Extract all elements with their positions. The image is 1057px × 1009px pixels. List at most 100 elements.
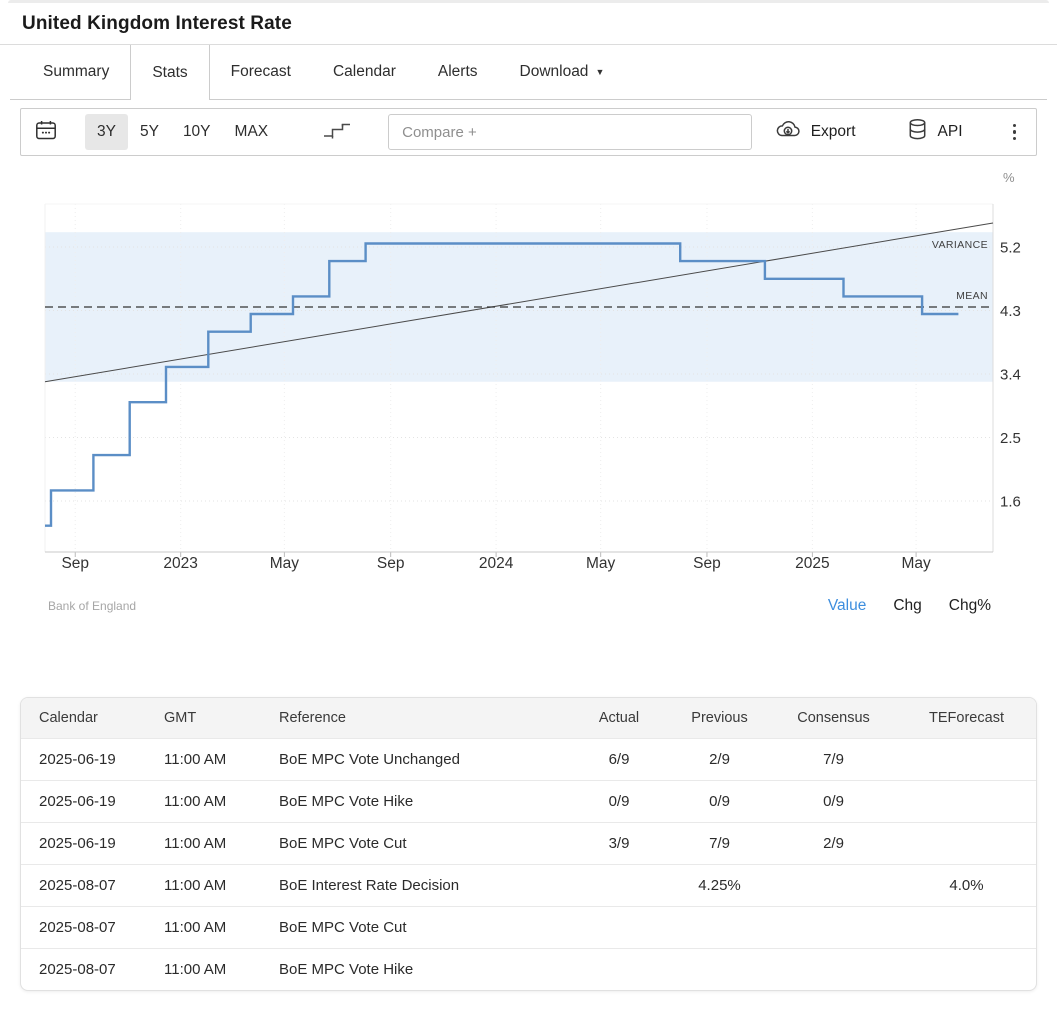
cell-previous — [667, 906, 772, 949]
y-axis-tick-label: 1.6 — [1000, 494, 1021, 511]
mean-label: MEAN — [956, 290, 988, 302]
toolbar-right-group: Export API — [769, 117, 1022, 147]
y-axis-tick-label: 3.4 — [1000, 367, 1021, 384]
tab-label: Alerts — [437, 63, 478, 80]
chart-area: VARIANCE MEAN 5.2 4.3 3.4 2.5 1.6% Sep 2023 May Se… — [0, 164, 1057, 615]
table-row[interactable]: 2025-08-07 11:00 AM BoE MPC Vote Cut — [21, 906, 1036, 949]
date-range-calendar-button[interactable] — [34, 119, 58, 145]
table-body: 2025-06-19 11:00 AM BoE MPC Vote Unchanged… — [21, 738, 1036, 990]
column-header-gmt: GMT — [146, 698, 261, 739]
x-axis-tick-label: Sep — [61, 555, 89, 572]
tab-summary[interactable]: Summary — [22, 45, 130, 99]
range-button-10y[interactable]: 10Y — [171, 114, 223, 150]
x-axis-tick-label: 2023 — [163, 555, 197, 572]
tab-label: Stats — [152, 63, 188, 81]
api-button[interactable]: API — [900, 117, 969, 147]
export-label: Export — [810, 123, 856, 140]
cell-teforecast — [895, 948, 1036, 990]
cell-teforecast — [895, 906, 1036, 949]
column-header-actual: Actual — [571, 698, 667, 739]
cell-calendar: 2025-08-07 — [21, 948, 146, 990]
table-row[interactable]: 2025-06-19 11:00 AM BoE MPC Vote Hike 0/9 0/… — [21, 780, 1036, 823]
cell-teforecast — [895, 780, 1036, 823]
x-axis-tick-label: 2025 — [795, 555, 829, 572]
cell-consensus — [772, 864, 895, 907]
step-line-series — [45, 242, 959, 527]
cell-teforecast: 4.0% — [895, 864, 1036, 907]
column-header-previous: Previous — [667, 698, 772, 739]
column-header-teforecast: TEForecast — [895, 698, 1036, 739]
cell-calendar: 2025-08-07 — [21, 864, 146, 907]
y-axis-unit-label: % — [1003, 170, 1015, 185]
range-button-3y[interactable]: 3Y — [85, 114, 128, 150]
cell-reference: BoE MPC Vote Cut — [261, 906, 571, 949]
series-mode-link-chgpct[interactable]: Chg% — [948, 597, 991, 614]
cell-reference: BoE MPC Vote Hike — [261, 780, 571, 823]
page-title: United Kingdom Interest Rate — [22, 13, 292, 34]
chart-type-button[interactable] — [322, 122, 352, 142]
cell-calendar: 2025-06-19 — [21, 822, 146, 865]
table-row[interactable]: 2025-06-19 11:00 AM BoE MPC Vote Unchanged… — [21, 738, 1036, 781]
tab-label: Summary — [43, 63, 110, 80]
cell-reference: BoE MPC Vote Unchanged — [261, 738, 571, 781]
series-mode-links: Value Chg Chg% — [828, 597, 991, 615]
tab-stats[interactable]: Stats — [130, 45, 210, 100]
cell-actual — [571, 906, 667, 949]
cell-actual — [571, 864, 667, 907]
cell-previous: 4.25% — [667, 864, 772, 907]
cell-consensus — [772, 948, 895, 990]
series-mode-link-chg[interactable]: Chg — [893, 597, 922, 614]
cell-actual: 0/9 — [571, 780, 667, 823]
cell-previous: 7/9 — [667, 822, 772, 865]
step-line-icon — [322, 122, 352, 142]
export-button[interactable]: Export — [769, 118, 862, 146]
x-axis-tick-label: Sep — [693, 555, 721, 572]
x-axis-tick-label: May — [901, 555, 931, 572]
tab-bar: Summary Stats Forecast Calendar Alerts Downlo… — [10, 45, 1047, 100]
cell-actual: 3/9 — [571, 822, 667, 865]
cell-consensus — [772, 906, 895, 949]
interest-rate-chart[interactable]: VARIANCE MEAN 5.2 4.3 3.4 2.5 1.6% Sep 2023 May Se… — [0, 164, 1057, 584]
cell-reference: BoE MPC Vote Hike — [261, 948, 571, 990]
cell-reference: BoE Interest Rate Decision — [261, 864, 571, 907]
variance-label: VARIANCE — [932, 239, 988, 251]
cell-calendar: 2025-06-19 — [21, 780, 146, 823]
chevron-down-icon: ▼ — [595, 66, 605, 77]
cell-gmt: 11:00 AM — [146, 738, 261, 781]
cell-consensus: 7/9 — [772, 738, 895, 781]
tab-download[interactable]: Download ▼ — [499, 45, 626, 99]
cloud-download-icon — [775, 119, 802, 145]
range-selector: 3Y 5Y 10Y MAX — [85, 114, 280, 150]
chart-plot-area[interactable] — [45, 204, 993, 552]
database-icon — [906, 118, 929, 146]
kebab-menu-icon[interactable] — [1007, 120, 1023, 145]
column-header-calendar: Calendar — [21, 698, 146, 739]
y-axis-tick-label: 5.2 — [1000, 240, 1021, 257]
x-axis-tick-label: May — [586, 555, 616, 572]
compare-input[interactable] — [388, 114, 753, 150]
range-button-max[interactable]: MAX — [223, 114, 281, 150]
series-mode-link-value[interactable]: Value — [827, 597, 867, 614]
title-bar: United Kingdom Interest Rate — [0, 3, 1057, 45]
tab-forecast[interactable]: Forecast — [210, 45, 312, 99]
tab-alerts[interactable]: Alerts — [417, 45, 499, 99]
column-header-consensus: Consensus — [772, 698, 895, 739]
calendar-icon — [34, 119, 58, 145]
cell-consensus: 2/9 — [772, 822, 895, 865]
table-row[interactable]: 2025-08-07 11:00 AM BoE Interest Rate Deci… — [21, 864, 1036, 907]
cell-actual: 6/9 — [571, 738, 667, 781]
card-top-edge — [8, 0, 1049, 3]
cell-previous: 0/9 — [667, 780, 772, 823]
tab-calendar[interactable]: Calendar — [312, 45, 417, 99]
cell-teforecast — [895, 738, 1036, 781]
table-row[interactable]: 2025-06-19 11:00 AM BoE MPC Vote Cut 3/9 7/9… — [21, 822, 1036, 865]
y-axis-tick-label: 2.5 — [1000, 430, 1021, 447]
range-button-5y[interactable]: 5Y — [128, 114, 171, 150]
x-axis-tick-label: 2024 — [479, 555, 514, 572]
cell-previous: 2/9 — [667, 738, 772, 781]
cell-gmt: 11:00 AM — [146, 822, 261, 865]
table-row[interactable]: 2025-08-07 11:00 AM BoE MPC Vote Hike — [21, 948, 1036, 990]
column-header-reference: Reference — [261, 698, 571, 739]
cell-actual — [571, 948, 667, 990]
